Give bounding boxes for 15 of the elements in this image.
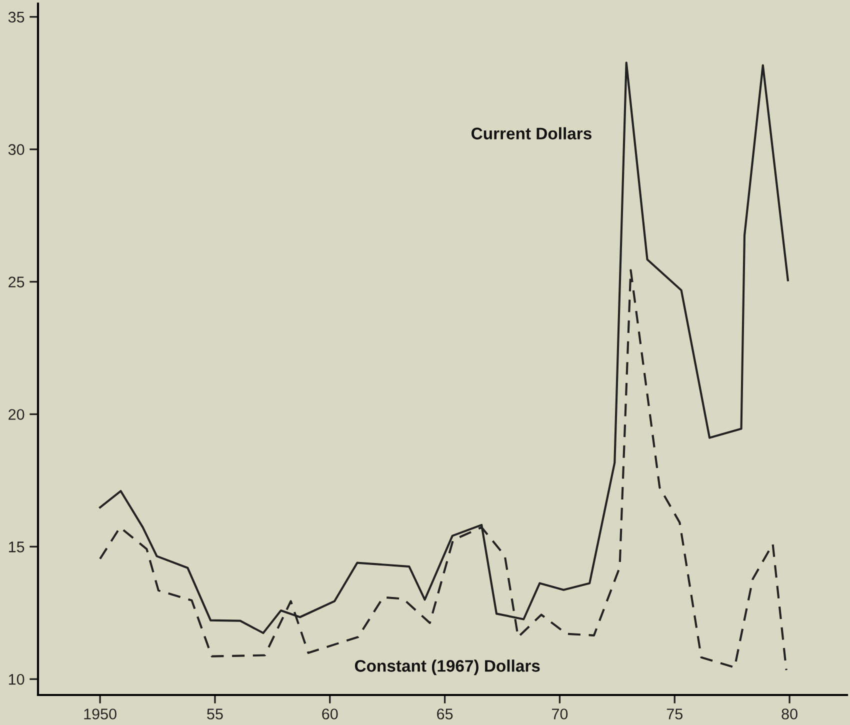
y-tick-label: 20: [8, 409, 24, 420]
x-tick-label: 70: [552, 708, 568, 720]
x-tick-label: 75: [666, 708, 682, 720]
x-tick-label: 1950: [84, 708, 116, 720]
x-tick-label: 80: [782, 708, 798, 720]
x-tick-label: 60: [322, 708, 338, 720]
series-label: Current Dollars: [472, 127, 592, 140]
series-label: Constant (1967) Dollars: [354, 660, 540, 676]
y-tick-label: 35: [8, 12, 24, 23]
y-tick-label: 25: [8, 276, 24, 288]
x-tick-label: 65: [437, 708, 453, 720]
y-tick-label: 30: [8, 144, 24, 156]
x-tick-label: 55: [207, 708, 223, 720]
y-tick-label: 15: [8, 542, 24, 552]
y-tick-label: 10: [8, 674, 24, 685]
